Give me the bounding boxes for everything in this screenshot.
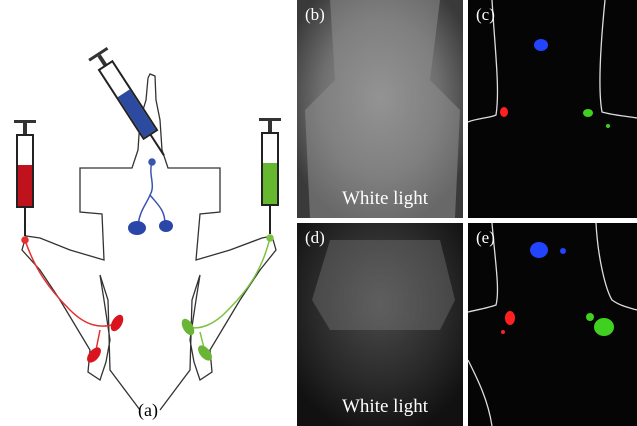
caption: White light (342, 188, 429, 209)
syringe-green (259, 118, 281, 234)
panel-c: (c) (467, 0, 637, 218)
panel-a (21, 73, 277, 411)
panel-label: (a) (138, 400, 158, 421)
caption: White light (342, 396, 429, 417)
lymph-blue (128, 158, 173, 235)
lymph-green (181, 234, 274, 361)
panel-d: (d) White light (297, 223, 463, 426)
panel-label: (b) (305, 5, 325, 24)
syringe-blue (88, 47, 165, 156)
panel-label: (c) (476, 5, 495, 24)
panel-label: (d) (305, 228, 325, 247)
panel-label: (e) (476, 228, 495, 247)
mouse-outline (21, 73, 277, 411)
panel-b: (b) White light (297, 0, 463, 218)
lymph-red (21, 236, 124, 363)
panel-e: (e) (467, 222, 637, 426)
syringe-red (14, 120, 36, 236)
